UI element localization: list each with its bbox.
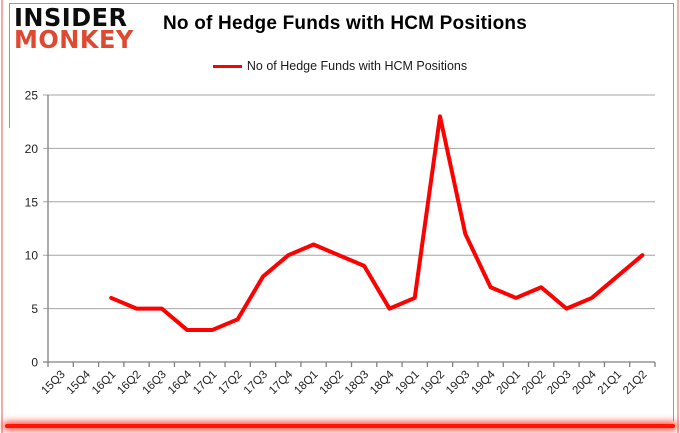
x-tick-label-15Q4: 15Q4 (65, 368, 94, 397)
legend-label: No of Hedge Funds with HCM Positions (246, 59, 468, 73)
insider-monkey-logo: INSIDER MONKEY (14, 3, 134, 55)
chart-title: No of Hedge Funds with HCM Positions (163, 13, 527, 34)
x-tick-label-18Q1: 18Q1 (292, 369, 320, 397)
x-tick-label-19Q3: 19Q3 (444, 369, 472, 397)
y-tick-label-15: 15 (25, 195, 39, 209)
y-tick-label-10: 10 (25, 249, 39, 263)
x-tick-label-20Q1: 20Q1 (495, 369, 523, 397)
x-tick-label-16Q3: 16Q3 (141, 369, 169, 397)
x-tick-label-17Q1: 17Q1 (191, 369, 219, 397)
legend: No of Hedge Funds with HCM Positions (0, 59, 680, 73)
y-tick-label-5: 5 (31, 302, 38, 316)
x-tick-label-20Q2: 20Q2 (520, 369, 548, 397)
chart-frame-left (9, 3, 10, 128)
x-tick-label-19Q2: 19Q2 (419, 369, 447, 397)
x-tick-label-16Q2: 16Q2 (115, 369, 143, 397)
x-tick-label-19Q1: 19Q1 (393, 369, 421, 397)
left-pink-border (1, 0, 3, 433)
chart-frame-top (9, 3, 674, 4)
y-tick-label-25: 25 (25, 89, 39, 103)
y-tick-label-20: 20 (25, 142, 39, 156)
x-tick-label-18Q4: 18Q4 (368, 368, 397, 397)
x-tick-label-19Q4: 19Q4 (469, 368, 498, 397)
logo-insider-text: INSIDER (14, 3, 128, 33)
bottom-red-glow (5, 424, 675, 428)
x-tick-label-18Q3: 18Q3 (343, 369, 371, 397)
right-pink-border (677, 0, 679, 433)
x-tick-label-16Q4: 16Q4 (166, 368, 195, 397)
x-tick-label-18Q2: 18Q2 (318, 369, 346, 397)
x-tick-label-21Q1: 21Q1 (596, 369, 624, 397)
chart-frame-right (673, 3, 674, 421)
legend-line-marker (212, 64, 242, 68)
x-tick-label-17Q4: 17Q4 (267, 368, 296, 397)
series-line (109, 114, 645, 332)
x-tick-label-16Q1: 16Q1 (90, 369, 118, 397)
x-tick-label-15Q3: 15Q3 (39, 369, 67, 397)
y-tick-label-0: 0 (31, 356, 38, 370)
x-tick-label-17Q2: 17Q2 (216, 369, 244, 397)
logo-monkey-text: MONKEY (14, 25, 134, 55)
x-tick-label-20Q3: 20Q3 (545, 369, 573, 397)
x-tick-label-20Q4: 20Q4 (571, 368, 600, 397)
x-tick-label-21Q2: 21Q2 (621, 369, 649, 397)
x-tick-label-17Q3: 17Q3 (242, 369, 270, 397)
